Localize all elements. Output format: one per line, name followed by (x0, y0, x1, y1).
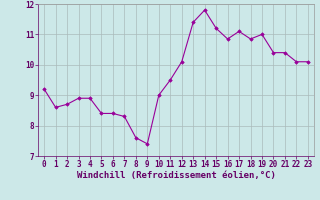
X-axis label: Windchill (Refroidissement éolien,°C): Windchill (Refroidissement éolien,°C) (76, 171, 276, 180)
